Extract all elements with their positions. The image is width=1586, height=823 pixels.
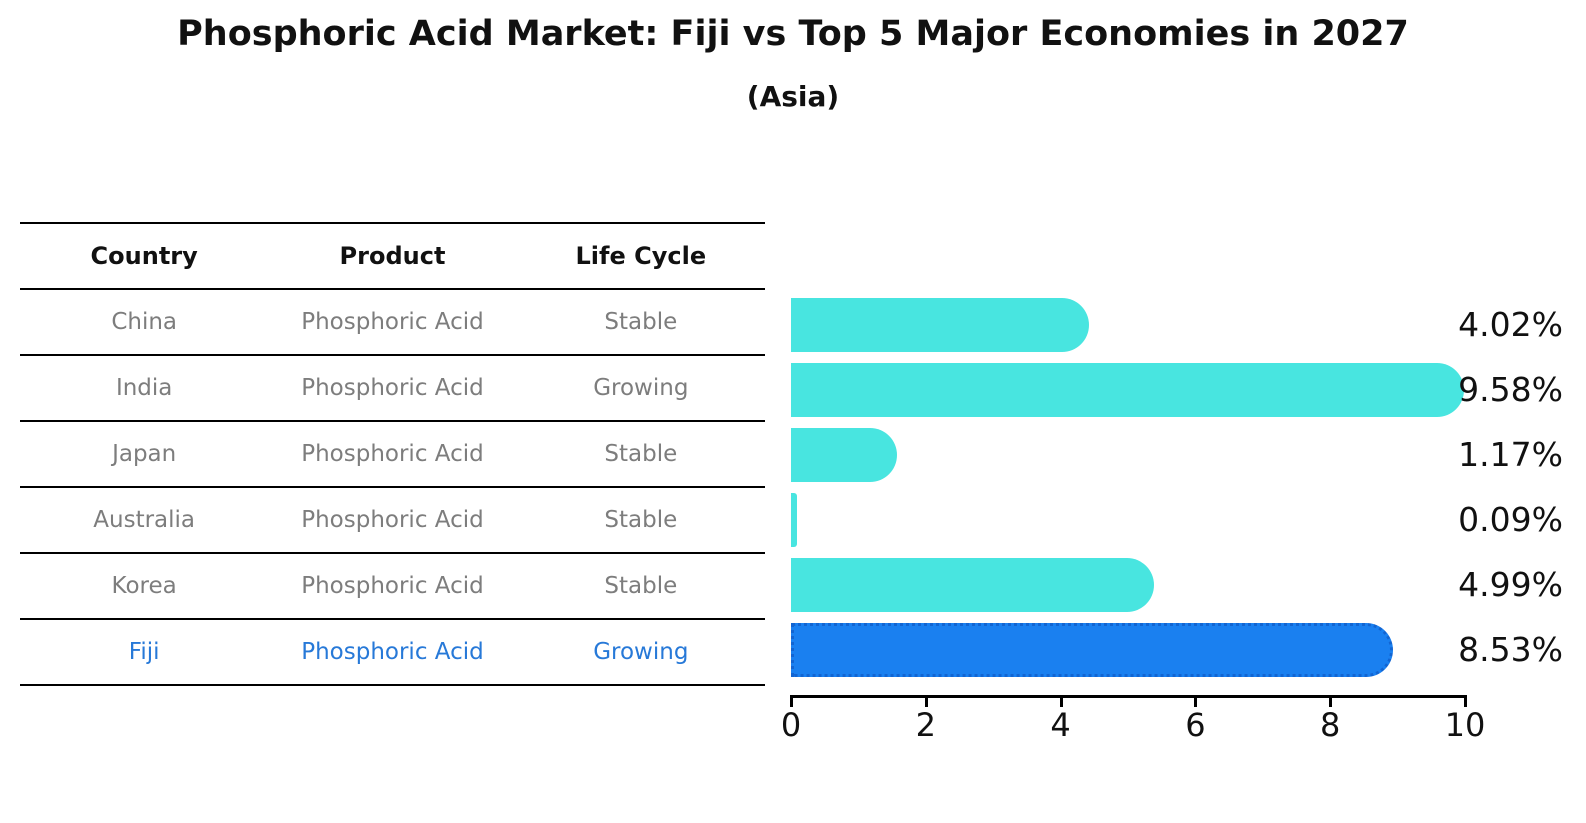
bar-fiji-highlighted [791, 623, 1393, 677]
country-cell: China [111, 309, 178, 335]
x-axis-tick-label: 6 [1185, 706, 1206, 744]
product-cell: Phosphoric Acid [301, 441, 484, 467]
country-cell: Japan [112, 441, 177, 467]
column-header-product: Product [339, 242, 446, 270]
table-row: Australia Phosphoric Acid Stable [20, 488, 765, 554]
x-axis-tick-label: 4 [1050, 706, 1071, 744]
country-cell: Korea [111, 573, 177, 599]
value-label: 4.02% [1458, 305, 1563, 344]
table-row: China Phosphoric Acid Stable [20, 290, 765, 356]
lifecycle-cell: Growing [593, 639, 689, 665]
lifecycle-cell: Stable [604, 441, 678, 467]
bar-china [791, 298, 1089, 352]
bar-australia [791, 493, 798, 547]
product-cell: Phosphoric Acid [301, 507, 484, 533]
product-cell: Phosphoric Acid [301, 309, 484, 335]
table-row: India Phosphoric Acid Growing [20, 356, 765, 422]
x-axis-tick [1059, 695, 1063, 707]
column-header-lifecycle: Life Cycle [575, 242, 707, 270]
table-row-highlighted: Fiji Phosphoric Acid Growing [20, 620, 765, 686]
country-cell: Fiji [128, 639, 160, 665]
x-axis-tick-label: 8 [1320, 706, 1341, 744]
x-axis-tick [924, 695, 928, 707]
x-axis-tick [1194, 695, 1198, 707]
x-axis-tick-label: 0 [780, 706, 802, 744]
value-label: 4.99% [1458, 565, 1563, 604]
value-label: 0.09% [1458, 500, 1563, 539]
bar-korea [791, 558, 1155, 612]
country-cell: Australia [93, 507, 196, 533]
value-label: 9.58% [1458, 370, 1563, 409]
x-axis-tick [1329, 695, 1333, 707]
table-row: Japan Phosphoric Acid Stable [20, 422, 765, 488]
lifecycle-cell: Growing [593, 375, 689, 401]
bar-india [791, 363, 1464, 417]
x-axis [791, 695, 1467, 698]
x-axis-tick-label: 10 [1444, 706, 1486, 744]
product-cell: Phosphoric Acid [301, 375, 484, 401]
x-axis-tick-label: 2 [915, 706, 936, 744]
page-subtitle: (Asia) [746, 80, 840, 113]
table-row: Korea Phosphoric Acid Stable [20, 554, 765, 620]
table-header-row: Country Product Life Cycle [20, 224, 765, 290]
x-axis-tick [790, 695, 793, 707]
value-label: 8.53% [1458, 630, 1563, 669]
product-cell: Phosphoric Acid [301, 573, 484, 599]
x-axis-tick [1464, 695, 1467, 707]
lifecycle-cell: Stable [604, 573, 678, 599]
value-label: 1.17% [1458, 435, 1563, 474]
lifecycle-cell: Stable [604, 507, 678, 533]
bar-japan [791, 428, 897, 482]
lifecycle-cell: Stable [604, 309, 678, 335]
product-cell: Phosphoric Acid [301, 639, 484, 665]
country-cell: India [115, 375, 173, 401]
market-table: Country Product Life Cycle China Phospho… [20, 222, 765, 686]
page-title: Phosphoric Acid Market: Fiji vs Top 5 Ma… [177, 14, 1409, 54]
column-header-country: Country [90, 242, 198, 270]
